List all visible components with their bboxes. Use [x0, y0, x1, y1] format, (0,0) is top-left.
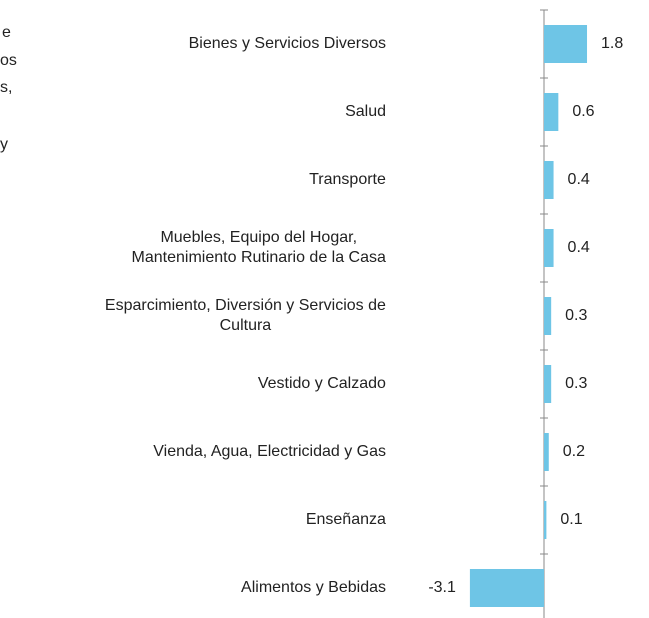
category-label-group: Vienda, Agua, Electricidad y Gas	[153, 443, 386, 460]
value-label: 0.3	[565, 307, 587, 324]
bar	[544, 365, 552, 403]
category-label-group: Muebles, Equipo del Hogar, Mantenimiento …	[132, 229, 386, 266]
category-label-group: Vestido y Calzado	[258, 375, 386, 392]
value-label: -3.1	[428, 579, 456, 596]
value-label: 0.4	[568, 171, 590, 188]
category-label: Transporte	[309, 171, 386, 188]
category-label-group: Alimentos y Bebidas	[241, 579, 386, 596]
bar	[544, 161, 554, 199]
bar	[469, 569, 544, 607]
category-label: Muebles, Equipo del Hogar, Mantenimiento …	[132, 229, 386, 266]
category-label-group: Transporte	[309, 171, 386, 188]
value-label: 1.8	[601, 35, 623, 52]
category-label: Enseñanza	[306, 511, 386, 528]
category-label: Bienes y Servicios Diversos	[189, 35, 386, 52]
category-label: Vienda, Agua, Electricidad y Gas	[153, 443, 386, 460]
value-label: 0.6	[572, 103, 594, 120]
category-label-group: Enseñanza	[306, 511, 386, 528]
bar	[544, 229, 554, 267]
value-label: 0.1	[560, 511, 582, 528]
clipped-text: s,	[0, 79, 12, 96]
value-label: 0.3	[565, 375, 587, 392]
bar	[544, 297, 552, 335]
category-label-group: Salud	[345, 103, 386, 120]
value-label: 0.4	[568, 239, 590, 256]
bar	[544, 25, 588, 63]
bar	[544, 433, 549, 471]
category-label: Vestido y Calzado	[258, 375, 386, 392]
category-label-group: Esparcimiento, Diversión y Servicios de C…	[105, 297, 386, 334]
category-label: Salud	[345, 103, 386, 120]
value-label: 0.2	[563, 443, 585, 460]
category-label: Esparcimiento, Diversión y Servicios de C…	[105, 297, 386, 334]
category-label: Alimentos y Bebidas	[241, 579, 386, 596]
clipped-text: y	[0, 136, 8, 153]
category-label-group: Bienes y Servicios Diversos	[189, 35, 386, 52]
clipped-text: os	[0, 52, 17, 69]
bar	[544, 93, 559, 131]
clipped-text: e	[2, 24, 11, 41]
bar	[544, 501, 547, 539]
